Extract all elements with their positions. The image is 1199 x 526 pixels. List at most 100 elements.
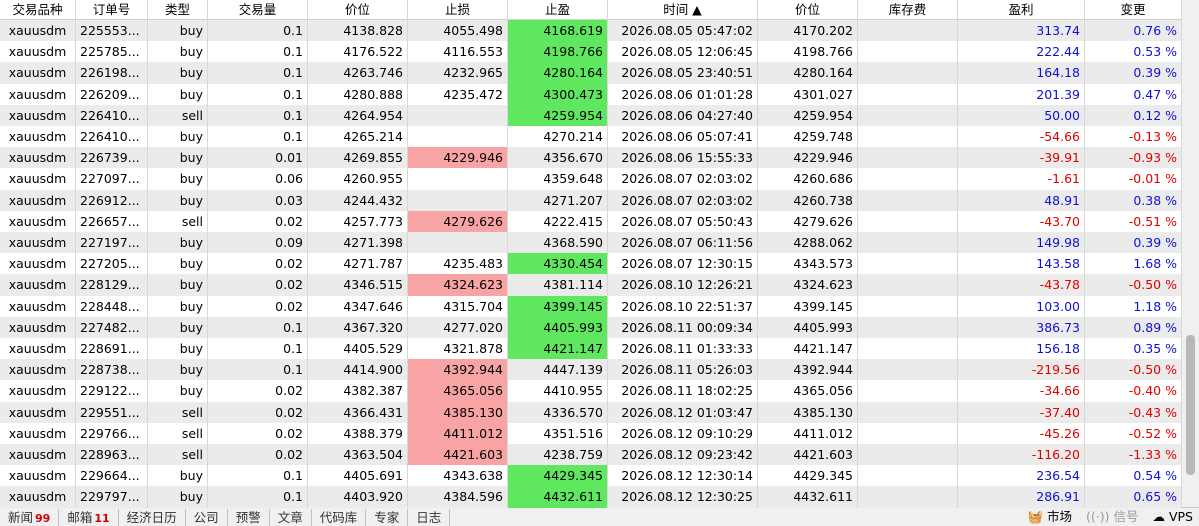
table-cell (858, 210, 958, 232)
table-row[interactable]: xauusdm 226657... sell 0.02 4257.773 4279.626… (0, 210, 1182, 232)
table-cell: 4356.670 (508, 147, 608, 169)
column-header[interactable]: 止损 (408, 0, 508, 20)
table-row[interactable]: xauusdm 226739... buy 0.01 4269.855 4229.946 4… (0, 147, 1182, 169)
table-cell: xauusdm (0, 444, 76, 466)
table-cell: buy (148, 147, 208, 169)
tab[interactable]: 日志 (408, 509, 451, 526)
column-header[interactable]: 止盈 (508, 0, 608, 20)
table-cell: 226410... (76, 126, 148, 148)
table-row[interactable]: xauusdm 228963... sell 0.02 4363.504 4421.603… (0, 444, 1182, 466)
table-row[interactable]: xauusdm 228448... buy 0.02 4347.646 4315.704 4… (0, 295, 1182, 317)
table-row[interactable]: xauusdm 229122... buy 0.02 4382.387 4365.056 4… (0, 380, 1182, 402)
table-cell: xauusdm (0, 422, 76, 444)
column-header[interactable]: 盈利 (958, 0, 1085, 20)
table-row[interactable]: xauusdm 229766... sell 0.02 4388.379 4411.012… (0, 422, 1182, 444)
table-cell (858, 189, 958, 211)
table-cell: 0.02 (208, 295, 308, 317)
column-header[interactable]: 库存费 (858, 0, 958, 20)
table-cell: 4421.147 (508, 338, 608, 360)
scroll-thumb[interactable] (1186, 335, 1195, 475)
table-cell: 4343.638 (408, 465, 508, 487)
table-cell: 4411.012 (758, 422, 858, 444)
table-row[interactable]: xauusdm 229664... buy 0.1 4405.691 4343.638 44… (0, 465, 1182, 487)
table-cell: 226198... (76, 62, 148, 84)
table-cell: 228738... (76, 359, 148, 381)
table-cell: 4367.320 (308, 316, 408, 338)
table-row[interactable]: xauusdm 228129... buy 0.02 4346.515 4324.623 4… (0, 274, 1182, 296)
table-cell: 4260.955 (308, 168, 408, 190)
table-row[interactable]: xauusdm 226410... buy 0.1 4265.214 4270.214 20… (0, 126, 1182, 148)
table-cell: 4288.062 (758, 232, 858, 254)
column-header[interactable]: 价位 (758, 0, 858, 20)
market-button[interactable]: 🧺 市场 (1027, 509, 1072, 524)
table-cell: 48.91 (958, 189, 1085, 211)
table-cell: 2026.08.12 09:10:29 (608, 422, 758, 444)
table-row[interactable]: xauusdm 226209... buy 0.1 4280.888 4235.472 43… (0, 83, 1182, 105)
table-cell: xauusdm (0, 465, 76, 487)
table-cell (408, 232, 508, 254)
table-cell: 2026.08.12 01:03:47 (608, 401, 758, 423)
table-cell: 0.1 (208, 465, 308, 487)
table-cell: 4414.900 (308, 359, 408, 381)
column-header[interactable]: 变更 (1085, 0, 1182, 20)
table-row[interactable]: xauusdm 225553... buy 0.1 4138.828 4055.498 41… (0, 20, 1182, 42)
table-cell: 4368.590 (508, 232, 608, 254)
table-row[interactable]: xauusdm 226912... buy 0.03 4244.432 4271.207 2… (0, 189, 1182, 211)
table-row[interactable]: xauusdm 227205... buy 0.02 4271.787 4235.483 4… (0, 253, 1182, 275)
table-row[interactable]: xauusdm 227097... buy 0.06 4260.955 4359.648 2… (0, 168, 1182, 190)
column-header[interactable]: 价位 (308, 0, 408, 20)
table-cell: buy (148, 465, 208, 487)
table-cell: buy (148, 20, 208, 42)
tab[interactable]: 文章 (270, 509, 312, 526)
table-row[interactable]: xauusdm 229551... sell 0.02 4366.431 4385.130… (0, 401, 1182, 423)
column-header[interactable]: 交易品种 (0, 0, 76, 20)
table-row[interactable]: xauusdm 227197... buy 0.09 4271.398 4368.590 2… (0, 232, 1182, 254)
vps-button[interactable]: ☁ VPS (1152, 509, 1193, 524)
table-row[interactable]: xauusdm 228738... buy 0.1 4414.900 4392.944 44… (0, 359, 1182, 381)
tab[interactable]: 经济日历 (119, 509, 186, 526)
column-header[interactable]: 类型 (148, 0, 208, 20)
table-cell: 4405.993 (508, 316, 608, 338)
table-row[interactable]: xauusdm 227482... buy 0.1 4367.320 4277.020 44… (0, 316, 1182, 338)
column-header[interactable]: 订单号 (76, 0, 148, 20)
table-row[interactable]: xauusdm 226410... sell 0.1 4264.954 4259.954 2… (0, 104, 1182, 126)
table-cell: 4280.888 (308, 83, 408, 105)
table-cell: -37.40 (958, 401, 1085, 423)
table-cell: 0.02 (208, 274, 308, 296)
table-cell: -0.51 % (1085, 210, 1182, 232)
table-cell: -54.66 (958, 126, 1085, 148)
tab[interactable]: 预警 (228, 509, 270, 526)
tab[interactable]: 代码库 (312, 509, 367, 526)
table-cell: 4346.515 (308, 274, 408, 296)
table-row[interactable]: xauusdm 225785... buy 0.1 4176.522 4116.553 41… (0, 41, 1182, 63)
table-row[interactable]: xauusdm 228691... buy 0.1 4405.529 4321.878 44… (0, 338, 1182, 360)
table-cell: 0.01 (208, 147, 308, 169)
table-cell: buy (148, 126, 208, 148)
table-row[interactable]: xauusdm 226198... buy 0.1 4263.746 4232.965 42… (0, 62, 1182, 84)
signals-button[interactable]: ((·)) 信号 (1086, 509, 1139, 524)
table-cell (858, 486, 958, 508)
table-cell: 2026.08.12 09:23:42 (608, 444, 758, 466)
table-cell: 229797... (76, 486, 148, 508)
tab[interactable]: 专家 (366, 509, 409, 526)
table-cell: 0.02 (208, 401, 308, 423)
table-cell: 227482... (76, 316, 148, 338)
column-header[interactable]: 时间 ▲ (608, 0, 758, 20)
table-cell: 229664... (76, 465, 148, 487)
tab[interactable]: 新闻 99 (0, 508, 60, 526)
table-cell: buy (148, 168, 208, 190)
table-row[interactable]: xauusdm 229797... buy 0.1 4403.920 4384.596 44… (0, 486, 1182, 508)
tab[interactable]: 邮箱 11 (59, 508, 119, 526)
table-cell: 4138.828 (308, 20, 408, 42)
table-cell: 0.06 (208, 168, 308, 190)
table-cell: 226739... (76, 147, 148, 169)
table-cell: xauusdm (0, 210, 76, 232)
column-header[interactable]: 交易量 (208, 0, 308, 20)
table-cell: 2026.08.05 12:06:45 (608, 41, 758, 63)
table-cell: 4324.623 (408, 274, 508, 296)
scrollbar[interactable] (1182, 0, 1199, 507)
table-cell: 4385.130 (758, 401, 858, 423)
tab[interactable]: 公司 (186, 509, 228, 526)
table-cell: 4421.603 (758, 444, 858, 466)
table-cell: -219.56 (958, 359, 1085, 381)
